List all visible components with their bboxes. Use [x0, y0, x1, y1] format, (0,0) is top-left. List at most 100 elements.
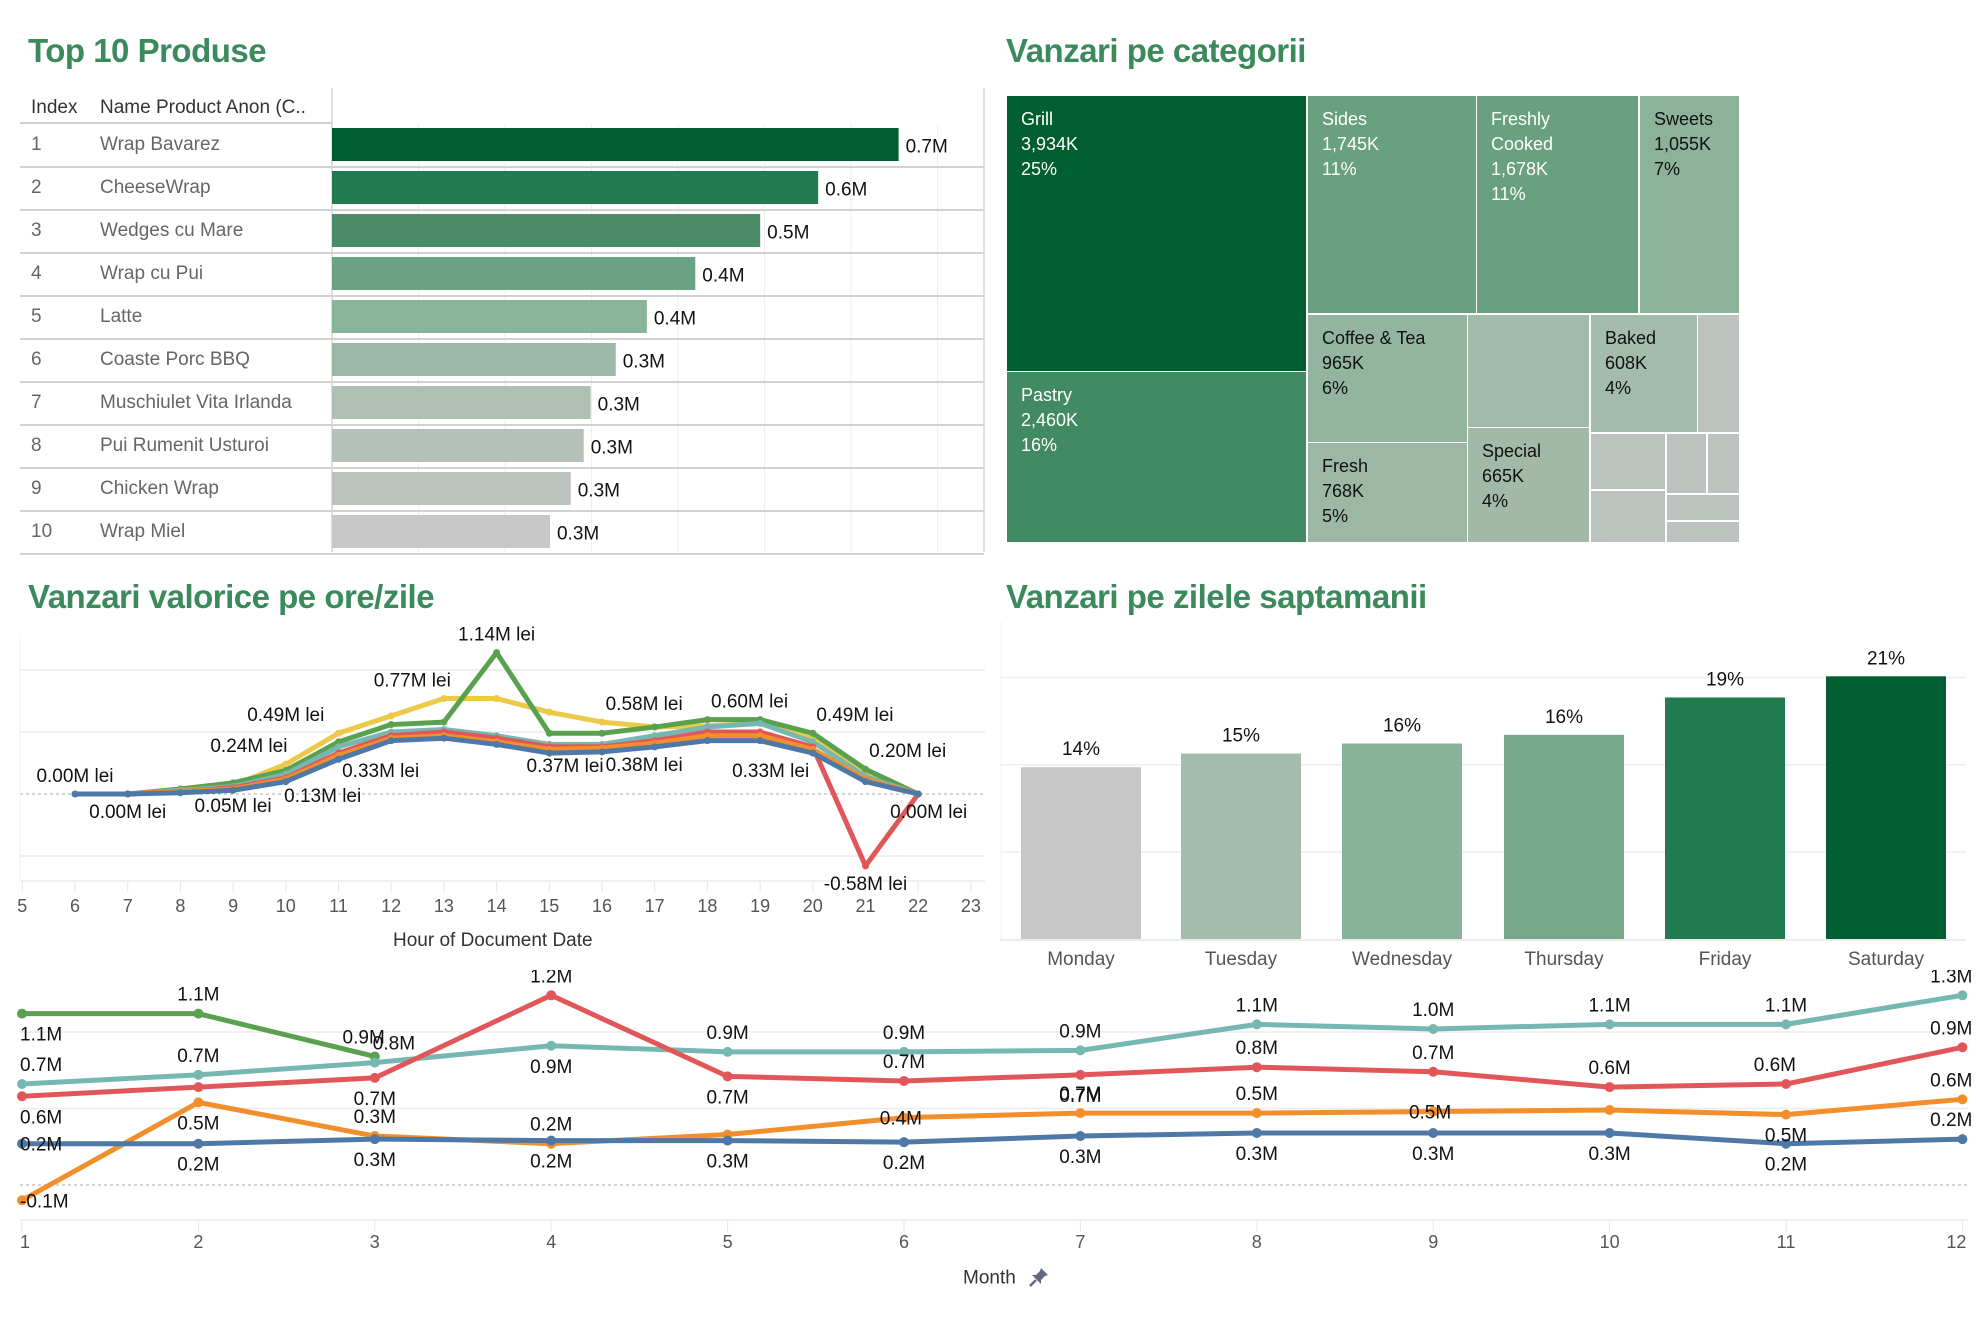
data-label: 1.1M: [20, 1025, 62, 1046]
point-blue: [703, 737, 711, 745]
top10-table: Index Name Product Anon (C.. 0.7M 0.6M 0.5…: [0, 0, 1000, 560]
data-label: 0.6M: [1588, 1058, 1630, 1079]
x-tick-label: 5: [17, 896, 27, 916]
series-teal: [21, 992, 1963, 1087]
bar-value-label: 21%: [1867, 648, 1905, 669]
column-header-index[interactable]: Index: [31, 97, 78, 118]
row-product-name[interactable]: Wrap cu Pui: [100, 263, 204, 284]
x-tick-label: Thursday: [1524, 949, 1604, 970]
treemap-cell-baked[interactable]: Baked 608K 4%: [1591, 315, 1697, 432]
point-green: [17, 1008, 27, 1019]
bar-8: [332, 429, 584, 462]
treemap-cell[interactable]: [1698, 315, 1739, 432]
x-tick-label: Wednesday: [1352, 949, 1452, 970]
row-product-name[interactable]: Wrap Bavarez: [100, 134, 221, 155]
data-label: 0.7M: [1059, 1086, 1101, 1107]
data-label: 0.3M: [1059, 1147, 1101, 1168]
treemap-cell-sides[interactable]: Sides 1,745K 11%: [1308, 96, 1476, 313]
treemap-cell[interactable]: [1591, 434, 1665, 489]
data-label: 0.2M: [530, 1152, 572, 1173]
treemap-cell-coffee-tea[interactable]: Coffee & Tea 965K 6%: [1308, 315, 1467, 442]
bar-label: 0.3M: [591, 438, 633, 459]
top10-title: Top 10 Produse: [28, 32, 267, 69]
data-label: 1.14M lei: [458, 625, 535, 646]
treemap-cell-pastry[interactable]: Pastry 2,460K 16%: [1007, 372, 1306, 542]
bar-label: 0.6M: [825, 180, 867, 201]
point-teal: [1428, 1023, 1439, 1034]
treemap-cell[interactable]: [1468, 315, 1589, 427]
data-label: 0.20M lei: [869, 741, 946, 762]
bar-label: 0.3M: [623, 352, 665, 373]
x-tick-label: Monday: [1047, 949, 1115, 970]
row-product-name[interactable]: Latte: [100, 306, 143, 327]
pin-icon[interactable]: [1028, 1266, 1050, 1292]
x-tick-label: 8: [175, 896, 185, 916]
treemap-cell[interactable]: [1708, 434, 1739, 493]
treemap-label: Pastry 2,460K 16%: [1021, 385, 1079, 455]
point-blue: [899, 1137, 909, 1148]
treemap-cell-sweets[interactable]: Sweets 1,055K 7%: [1640, 96, 1739, 313]
bar-thursday: [1504, 734, 1624, 939]
row-index: 7: [31, 392, 42, 413]
x-tick-label: 15: [539, 896, 559, 916]
treemap-cell-special[interactable]: Special 665K 4%: [1468, 428, 1589, 542]
point-orange: [1428, 1106, 1439, 1117]
point-teal: [1251, 1019, 1262, 1030]
x-tick-label: 9: [1428, 1232, 1438, 1252]
row-product-name[interactable]: Chicken Wrap: [100, 478, 219, 499]
data-label: 0.4M: [880, 1109, 922, 1130]
row-product-name[interactable]: Muschiulet Vita Irlanda: [100, 392, 292, 413]
x-tick-label: 6: [70, 896, 80, 916]
point-yellow: [282, 760, 290, 768]
treemap-cell[interactable]: [1667, 434, 1706, 493]
bar-2: [332, 171, 819, 204]
point-orange: [17, 1195, 27, 1206]
data-label: 0.5M: [177, 1113, 219, 1134]
treemap-cell[interactable]: [1591, 491, 1665, 542]
data-label: 0.2M: [1930, 1110, 1972, 1131]
bar-label: 0.4M: [654, 309, 696, 330]
point-orange: [1781, 1109, 1791, 1120]
x-tick-label: 11: [1777, 1232, 1796, 1252]
row-product-name[interactable]: Coaste Porc BBQ: [100, 349, 250, 370]
row-product-name[interactable]: Pui Rumenit Usturoi: [100, 435, 269, 456]
treemap-cell[interactable]: [1667, 495, 1739, 520]
point-red: [722, 1071, 733, 1082]
data-label: 1.2M: [530, 970, 572, 987]
treemap-label: Freshly Cooked 1,678K 11%: [1491, 109, 1554, 204]
data-label: 0.8M: [373, 1034, 415, 1055]
treemap-cell-freshly-cooked[interactable]: Freshly Cooked 1,678K 11%: [1477, 96, 1638, 313]
point-teal: [546, 1040, 557, 1051]
row-product-name[interactable]: Wedges cu Mare: [100, 220, 244, 241]
point-orange: [1957, 1094, 1968, 1105]
point-teal: [1604, 1019, 1615, 1030]
data-label: 0.37M lei: [527, 756, 604, 777]
x-tick-label: 1: [20, 1232, 30, 1252]
row-index: 3: [31, 220, 42, 241]
point-blue: [722, 1135, 733, 1146]
treemap-cell[interactable]: [1667, 522, 1739, 542]
point-blue: [651, 743, 659, 751]
bar-value-label: 16%: [1383, 716, 1421, 737]
data-label: 0.2M: [883, 1153, 925, 1174]
bar-6: [332, 343, 616, 376]
row-product-name[interactable]: Wrap Miel: [100, 521, 186, 542]
treemap-cell-grill[interactable]: Grill 3,934K 25%: [1007, 96, 1306, 371]
data-label: 0.6M: [20, 1107, 62, 1128]
bar-monday: [1021, 767, 1141, 939]
data-label: 0.2M: [20, 1135, 62, 1156]
point-blue: [369, 1134, 380, 1145]
point-blue: [598, 748, 606, 756]
point-green: [493, 649, 501, 657]
row-product-name[interactable]: CheeseWrap: [100, 177, 211, 198]
x-tick-label: 3: [370, 1232, 380, 1252]
treemap-label: Grill 3,934K 25%: [1021, 109, 1079, 179]
data-label: 0.24M lei: [210, 736, 287, 757]
data-label: 0.9M: [530, 1057, 572, 1078]
data-label: 0.3M: [354, 1107, 396, 1128]
treemap-cell-fresh[interactable]: Fresh 768K 5%: [1308, 443, 1467, 542]
column-header-name[interactable]: Name Product Anon (C..: [100, 97, 306, 118]
point-blue: [1075, 1131, 1086, 1142]
x-tick-label: 17: [645, 896, 665, 916]
bar-value-label: 16%: [1545, 707, 1583, 728]
